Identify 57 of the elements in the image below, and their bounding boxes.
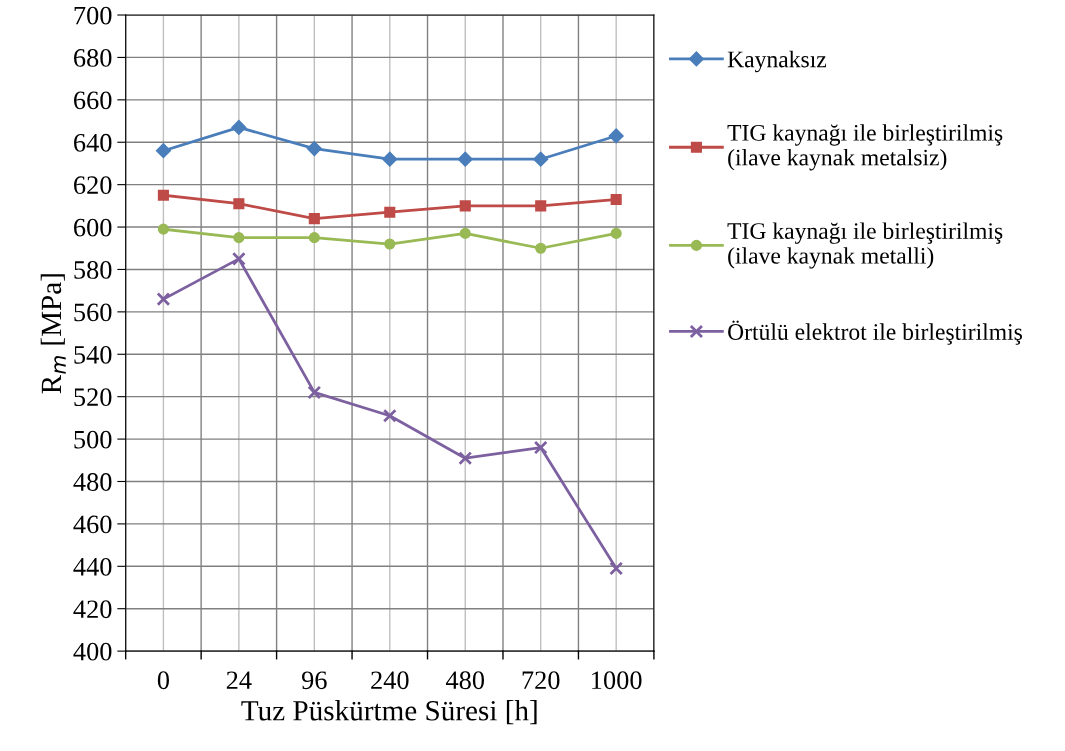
point xyxy=(308,213,320,225)
point xyxy=(231,251,246,266)
legend-label: TIG kaynağı ile birleştirilmiş (ilave kaynak metalli) xyxy=(727,222,1003,269)
y-tick-label: 680 xyxy=(74,49,112,67)
point xyxy=(231,119,247,135)
point xyxy=(308,232,320,244)
point xyxy=(382,151,398,167)
point xyxy=(156,292,171,307)
x-tick-label: 0 xyxy=(157,671,169,690)
point xyxy=(157,189,169,201)
y-tick-label: 580 xyxy=(74,261,112,279)
point xyxy=(535,242,547,254)
y-tick-label: 500 xyxy=(74,430,112,449)
y-tick-label: 520 xyxy=(74,388,112,407)
point xyxy=(457,151,473,167)
legend-label: TIG kaynağı ile birleştirilmiş (ilave kaynak metalsiz) xyxy=(727,124,1003,171)
y-tick-label: 420 xyxy=(73,600,112,619)
x-tick-label: 24 xyxy=(226,671,252,689)
point xyxy=(233,232,245,244)
point xyxy=(533,151,549,167)
point xyxy=(382,408,397,423)
legend-label: Örtülü elektrot ile birleştirilmiş xyxy=(728,320,1022,345)
y-tick-label: 480 xyxy=(73,473,112,491)
x-axis-title: Tuz Püskürtme Süresi [h] xyxy=(241,700,537,725)
y-tick-label: 640 xyxy=(74,133,112,152)
x-tick-label: 1000 xyxy=(592,671,642,690)
y-tick-label: 700 xyxy=(74,6,112,25)
y-tick-label: 660 xyxy=(74,91,112,110)
point xyxy=(609,561,624,576)
y-tick-label: 540 xyxy=(74,345,112,364)
x-tick-label: 480 xyxy=(445,671,485,690)
y-tick-label: 600 xyxy=(74,218,112,237)
point xyxy=(306,141,322,157)
point xyxy=(459,227,471,239)
point xyxy=(233,198,245,210)
x-tick-label: 240 xyxy=(371,671,409,690)
point xyxy=(610,227,622,239)
x-tick-label: 720 xyxy=(522,671,560,690)
point xyxy=(307,385,322,400)
point xyxy=(608,128,624,144)
x-tick-label: 96 xyxy=(301,671,327,690)
y-tick-label: 400 xyxy=(73,642,112,661)
point xyxy=(610,193,622,206)
point xyxy=(384,238,396,250)
point xyxy=(458,451,473,466)
legend-label: Kaynaksız xyxy=(727,50,827,73)
point xyxy=(533,440,548,455)
point xyxy=(459,200,471,212)
point xyxy=(384,206,396,218)
point xyxy=(155,143,171,159)
point xyxy=(535,200,547,212)
y-axis-title: R$_{m}$ [MPa] xyxy=(40,274,66,394)
y-tick-label: 620 xyxy=(74,176,112,195)
y-tick-label: 440 xyxy=(73,557,112,576)
y-tick-label: 460 xyxy=(73,515,112,534)
y-tick-label: 560 xyxy=(74,303,112,322)
point xyxy=(157,223,169,235)
